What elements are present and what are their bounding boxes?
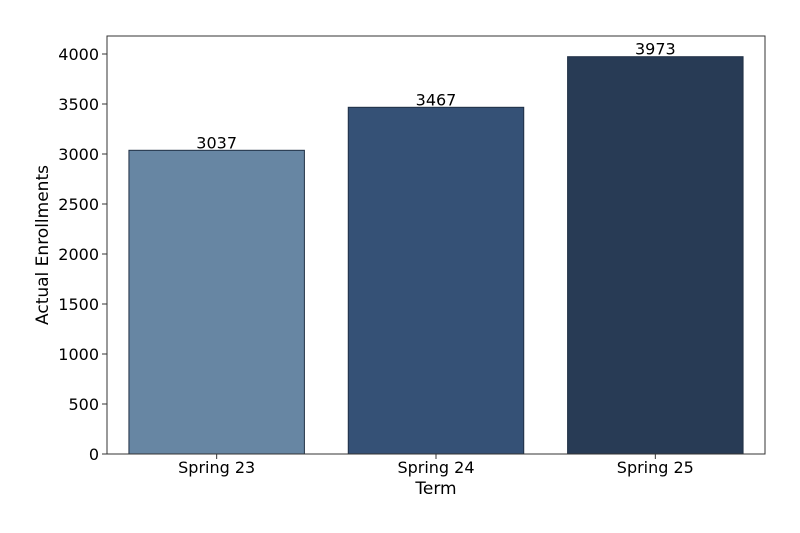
y-axis: 0 500 1000 1500 2000 2500 3000 3500 4000 [58, 45, 107, 464]
bar-spring-23 [128, 149, 305, 455]
y-tick-label: 500 [68, 395, 99, 414]
data-label: 3973 [635, 40, 676, 59]
data-labels-group: 3037 3467 3973 [196, 40, 675, 153]
x-tick-label: Spring 24 [397, 458, 474, 477]
x-tick-label: Spring 25 [617, 458, 694, 477]
y-tick-label: 3500 [58, 95, 99, 114]
y-tick-label: 0 [89, 445, 99, 464]
y-tick-label: 1000 [58, 345, 99, 364]
y-axis-title: Actual Enrollments [33, 165, 53, 325]
y-tick-label: 1500 [58, 295, 99, 314]
x-axis-title: Term [414, 479, 456, 499]
y-tick-label: 3000 [58, 145, 99, 164]
x-axis: Spring 23 Spring 24 Spring 25 [178, 454, 694, 477]
data-label: 3037 [196, 133, 237, 152]
y-tick-label: 2000 [58, 245, 99, 264]
data-label: 3467 [416, 90, 457, 109]
y-tick-label: 4000 [58, 45, 99, 64]
x-tick-label: Spring 23 [178, 458, 255, 477]
bars-group [128, 56, 744, 455]
bar-spring-25 [567, 56, 744, 455]
y-tick-label: 2500 [58, 195, 99, 214]
bar-spring-24 [347, 106, 525, 455]
